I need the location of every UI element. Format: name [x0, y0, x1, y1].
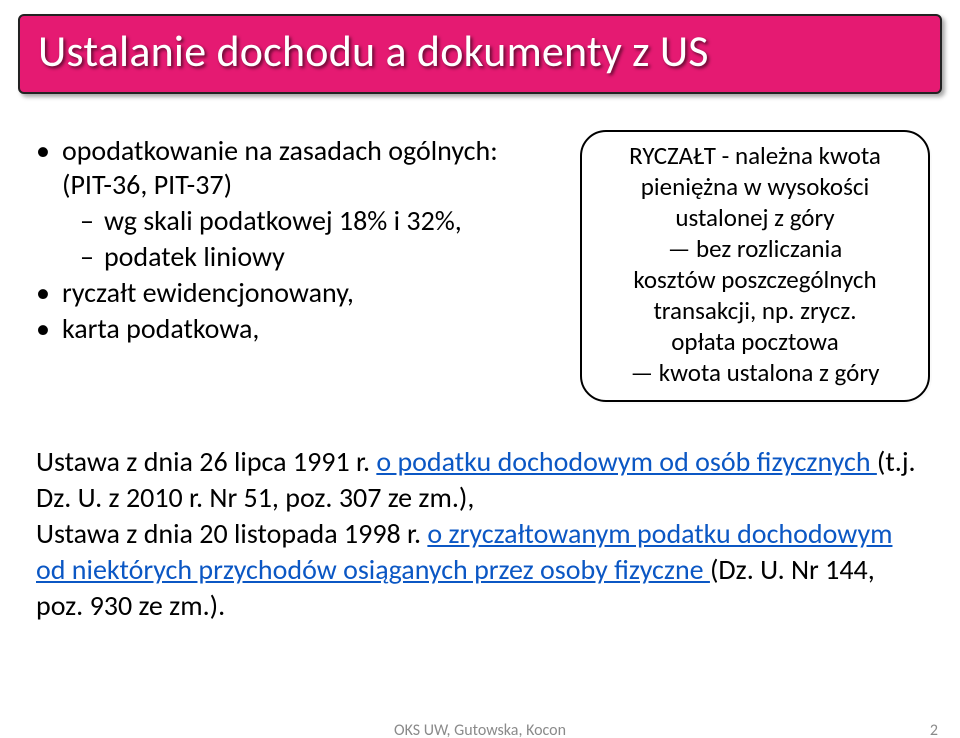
slide-title: Ustalanie dochodu a dokumenty z US [38, 24, 922, 78]
callout-line: RYCZAŁT - należna kwota [596, 140, 914, 171]
law-text: Ustawa z dnia 20 listopada 1998 r. [36, 516, 427, 551]
callout-line: — kwota ustalona z góry [596, 357, 914, 388]
lower-text-block: Ustawa z dnia 26 lipca 1991 r. o podatku… [36, 444, 924, 624]
callout-line: transakcji, np. zrycz. [596, 295, 914, 326]
footer-text: OKS UW, Gutowska, Kocon [0, 721, 960, 738]
sub-bullet-item: – podatek liniowy [80, 240, 536, 274]
title-bar: Ustalanie dochodu a dokumenty z US [18, 14, 942, 94]
callout-line: ustalonej z góry [596, 202, 914, 233]
law-reference-1: Ustawa z dnia 26 lipca 1991 r. o podatku… [36, 444, 924, 516]
left-column: • opodatkowanie na zasadach ogólnych: (P… [36, 134, 536, 348]
bullet-item: • karta podatkowa, [36, 312, 536, 346]
dash-icon: – [80, 240, 94, 274]
callout-line: pieniężna w wysokości [596, 171, 914, 202]
sub-bullet-text: wg skali podatkowej 18% i 32%, [104, 204, 462, 238]
bullet-text: karta podatkowa, [62, 312, 259, 346]
sub-bullet-item: – wg skali podatkowej 18% i 32%, [80, 204, 536, 238]
sub-bullet-text: podatek liniowy [104, 240, 285, 274]
law-link[interactable]: o podatku dochodowym od osób fizycznych [376, 444, 877, 479]
bullet-text: opodatkowanie na zasadach ogólnych: (PIT… [62, 134, 536, 202]
law-reference-2: Ustawa z dnia 20 listopada 1998 r. o zry… [36, 516, 924, 624]
bullet-dot-icon: • [36, 134, 50, 168]
bullet-dot-icon: • [36, 276, 50, 310]
bullet-text: ryczałt ewidencjonowany, [62, 276, 354, 310]
law-text: Ustawa z dnia 26 lipca 1991 r. [36, 444, 376, 479]
body-area: • opodatkowanie na zasadach ogólnych: (P… [36, 134, 924, 702]
bullet-item: • opodatkowanie na zasadach ogólnych: (P… [36, 134, 536, 202]
bullet-dot-icon: • [36, 312, 50, 346]
callout-line: opłata pocztowa [596, 326, 914, 357]
dash-icon: – [80, 204, 94, 238]
callout-line: kosztów poszczególnych [596, 264, 914, 295]
callout-line: — bez rozliczania [596, 233, 914, 264]
bullet-item: • ryczałt ewidencjonowany, [36, 276, 536, 310]
callout-box: RYCZAŁT - należna kwota pieniężna w wyso… [580, 130, 930, 402]
slide: Ustalanie dochodu a dokumenty z US • opo… [0, 14, 960, 738]
page-number: 2 [930, 721, 938, 738]
